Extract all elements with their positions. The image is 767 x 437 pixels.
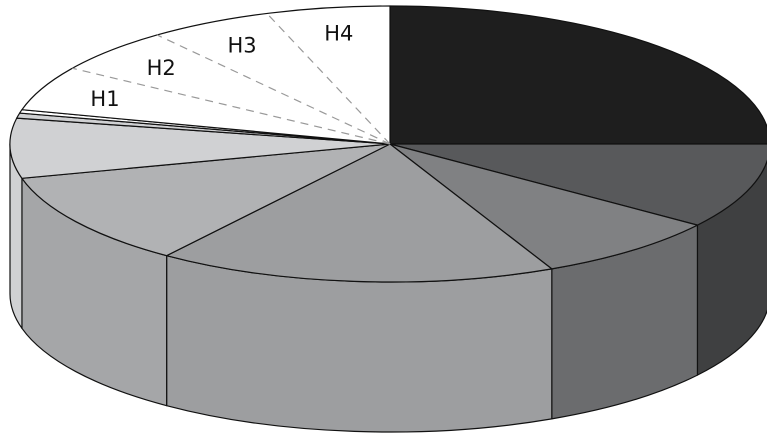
sub-slice-divider-layer (72, 13, 391, 145)
sub-slice-divider-3 (266, 13, 391, 145)
pie-slice-2 (389, 143, 767, 226)
sub-slice-label-h1: H1 (90, 87, 119, 111)
pie-slice-1 (389, 5, 767, 145)
sub-slice-divider-2 (156, 34, 391, 145)
sub-slice-label-h4: H4 (324, 21, 353, 45)
sub-slice-label-layer: H1 H2 H3 H4 (90, 21, 353, 111)
pie-slice-3 (389, 143, 699, 270)
pie-slice-6 (9, 117, 391, 179)
pie-slice-4 (166, 143, 553, 283)
sub-slice-label-h3: H3 (227, 33, 256, 57)
sub-slice-divider-1 (72, 67, 391, 145)
pie-side-layer (9, 143, 767, 433)
pie-slice-5 (21, 143, 391, 257)
sub-slice-label-h2: H2 (147, 56, 176, 80)
pie-top-layer (9, 5, 767, 283)
